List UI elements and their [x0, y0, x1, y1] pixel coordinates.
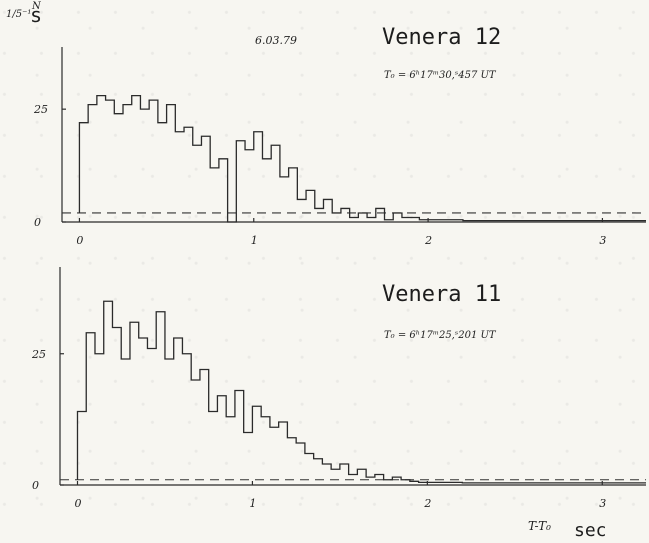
count-rate-histogram-venera-11: [76, 300, 646, 484]
x-tick-label: 0: [74, 497, 81, 510]
x-tick-label: 0: [76, 234, 83, 247]
x-tick-label: 3: [599, 497, 606, 510]
y-tick-label: 25: [33, 103, 48, 116]
panel-venera-12: Venera 12 T₀ = 6ʰ17ᵐ30,ˢ457 UT 0 1 2 3 0 25: [33, 25, 646, 247]
count-rate-histogram-venera-12: [78, 94, 646, 223]
y-axis-unit-label: s: [30, 3, 42, 27]
x-tick-label: 3: [599, 234, 606, 247]
y-tick-label: 25: [31, 348, 46, 361]
t0-annotation-venera-11: T₀ = 6ʰ17ᵐ25,ˢ201 UT: [384, 330, 497, 341]
x-tick-label: 2: [424, 234, 432, 247]
y-axis-count-label: N: [31, 1, 42, 12]
x-tick-label: 1: [249, 497, 256, 510]
panel-title-venera-11: Venera 11: [382, 282, 501, 307]
x-tick-label: 2: [423, 497, 431, 510]
date-stamp: 6.03.79: [255, 34, 297, 47]
t0-annotation-venera-12: T₀ = 6ʰ17ᵐ30,ˢ457 UT: [384, 70, 497, 81]
x-axis-unit: sec: [574, 520, 607, 541]
panel-venera-11: Venera 11 T₀ = 6ʰ17ᵐ25,ˢ201 UT 0 1 2 3 0 25: [31, 267, 646, 510]
panel-title-venera-12: Venera 12: [382, 25, 501, 50]
x-tick-label: 1: [251, 234, 258, 247]
y-tick-label: 0: [32, 479, 39, 492]
x-axis-label: T-T₀: [528, 519, 551, 533]
y-axis-sub-label: 1/5⁻¹: [6, 9, 31, 20]
y-tick-label: 0: [34, 216, 41, 229]
